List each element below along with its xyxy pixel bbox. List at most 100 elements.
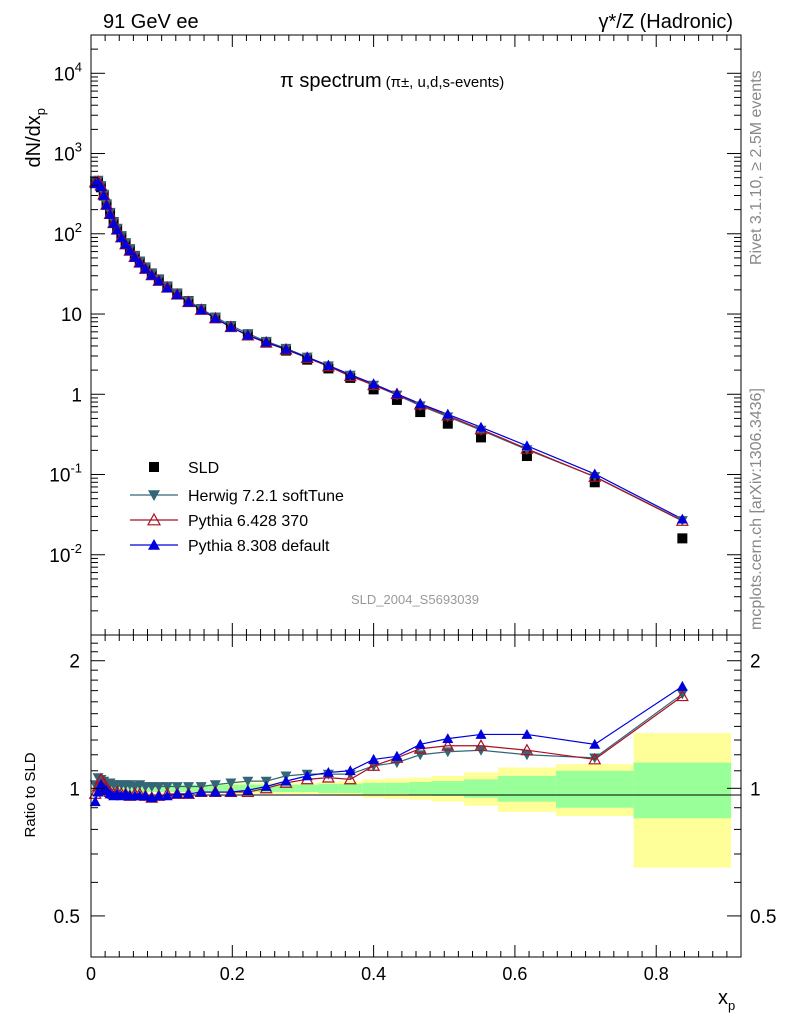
legend-marker xyxy=(148,539,160,550)
band-inner xyxy=(464,779,498,798)
ratio-point-3 xyxy=(301,770,313,781)
ratio-point-1 xyxy=(676,689,688,700)
sld-point xyxy=(589,477,600,488)
mc-point-3 xyxy=(95,181,107,191)
ratio-point-3 xyxy=(475,728,487,739)
legend-label: Pythia 8.308 default xyxy=(188,538,330,555)
ratio-y-tick-label-right: 2 xyxy=(750,652,761,673)
ratio-series-group xyxy=(88,680,689,807)
band-inner xyxy=(384,782,409,794)
y-tick-label: 10 xyxy=(61,305,82,326)
ratio-y-tick-label-right: 1 xyxy=(750,779,761,800)
band-inner xyxy=(555,770,634,808)
mc-point-3 xyxy=(414,398,426,409)
ratio-point-2 xyxy=(321,770,335,783)
mc-point-3 xyxy=(108,217,120,228)
legend-marker xyxy=(146,512,162,526)
mc-point-3 xyxy=(124,245,136,256)
y-tick-label: 1 xyxy=(71,385,82,406)
ratio-point-1 xyxy=(414,750,426,761)
mc-point-3 xyxy=(146,269,158,280)
ratio-point-1 xyxy=(171,782,183,792)
sld-point xyxy=(677,533,688,544)
ratio-point-2 xyxy=(474,739,488,751)
ratio-point-1 xyxy=(521,750,533,761)
x-tick-label: 0.6 xyxy=(502,964,527,984)
main-line-3 xyxy=(95,182,683,520)
mc-point-3 xyxy=(209,312,221,323)
mc-point-3 xyxy=(280,343,292,354)
ratio-point-1 xyxy=(225,778,237,789)
mc-point-3 xyxy=(301,351,313,362)
ratio-point-3 xyxy=(368,753,380,764)
mc-point-3 xyxy=(521,440,533,451)
sld-point xyxy=(476,432,486,443)
ratio-point-3 xyxy=(391,750,403,761)
sld-point xyxy=(442,418,453,429)
mc-point-3 xyxy=(120,238,132,249)
legend-label: SLD xyxy=(188,460,219,477)
y-tick-label: 104 xyxy=(54,59,82,85)
legend: SLD Herwig 7.2.1 softTune Pythia 6.428 370… xyxy=(130,460,344,555)
mc-point-3 xyxy=(98,189,110,200)
y-tick-label: 10-1 xyxy=(49,461,82,487)
ratio-y-tick-label-right: 0.5 xyxy=(750,907,776,928)
ratio-point-3 xyxy=(280,775,292,786)
analysis-tag: SLD_2004_S5693039 xyxy=(351,592,479,607)
mc-point-3 xyxy=(129,251,141,262)
mc-point-3 xyxy=(171,289,183,299)
ratio-point-1 xyxy=(153,782,165,792)
header-right: γ*/Z (Hadronic) xyxy=(599,11,733,33)
band-inner xyxy=(318,783,339,793)
ratio-error-bands xyxy=(93,733,732,868)
sld-point xyxy=(521,451,532,462)
ratio-point-3 xyxy=(89,796,101,807)
ratio-point-1 xyxy=(183,782,194,792)
x-tick-label: 0.4 xyxy=(361,964,386,984)
mc-point-3 xyxy=(242,329,254,340)
mc-point-3 xyxy=(161,282,173,293)
band-inner xyxy=(431,781,465,796)
legend-marker xyxy=(148,490,160,501)
mc-point-3 xyxy=(134,257,146,268)
side-label-rivet: Rivet 3.1.10, ≥ 2.5M events xyxy=(748,70,765,265)
x-tick-label: 0.2 xyxy=(220,964,245,984)
ratio-point-3 xyxy=(414,738,426,749)
ratio-point-3 xyxy=(195,786,207,797)
ratio-ylabel: Ratio to SLD xyxy=(22,752,39,837)
band-inner xyxy=(408,781,432,795)
mc-point-3 xyxy=(195,304,207,315)
band-inner xyxy=(362,782,385,794)
mc-point-3 xyxy=(589,468,601,479)
ratio-point-1 xyxy=(161,782,173,792)
ratio-point-3 xyxy=(322,766,334,777)
mc-point-3 xyxy=(391,388,403,399)
ratio-point-2 xyxy=(441,739,455,751)
ratio-y-tick-label: 1 xyxy=(69,779,80,800)
ratio-point-2 xyxy=(520,743,534,756)
ratio-point-3 xyxy=(260,780,272,791)
band-inner xyxy=(276,784,296,793)
ratio-point-1 xyxy=(209,780,221,791)
ratio-point-3 xyxy=(92,786,104,797)
y-tick-label: 102 xyxy=(54,220,82,246)
ratio-y-tick-label: 0.5 xyxy=(54,907,80,928)
legend-label: Pythia 6.428 370 xyxy=(188,513,308,530)
mc-point-3 xyxy=(676,513,688,524)
band-inner xyxy=(295,784,319,793)
band-inner xyxy=(338,783,363,793)
ratio-point-2 xyxy=(367,759,381,771)
ratio-point-3 xyxy=(139,790,151,801)
mc-point-3 xyxy=(111,224,123,235)
ratio-point-1 xyxy=(242,776,254,787)
ratio-point-3 xyxy=(521,728,533,739)
ratio-point-1 xyxy=(589,753,601,764)
mc-point-3 xyxy=(101,199,113,210)
axes: 0 0.2 0.4 0.6 0.8 10-2 10-1 1 10 102 103 104 0.5 0.5 1… xyxy=(49,34,776,984)
legend-label: Herwig 7.2.1 softTune xyxy=(188,488,344,505)
legend-marker xyxy=(149,462,159,472)
mc-point-3 xyxy=(153,275,165,286)
ratio-point-3 xyxy=(589,738,601,749)
sld-point xyxy=(415,407,426,418)
